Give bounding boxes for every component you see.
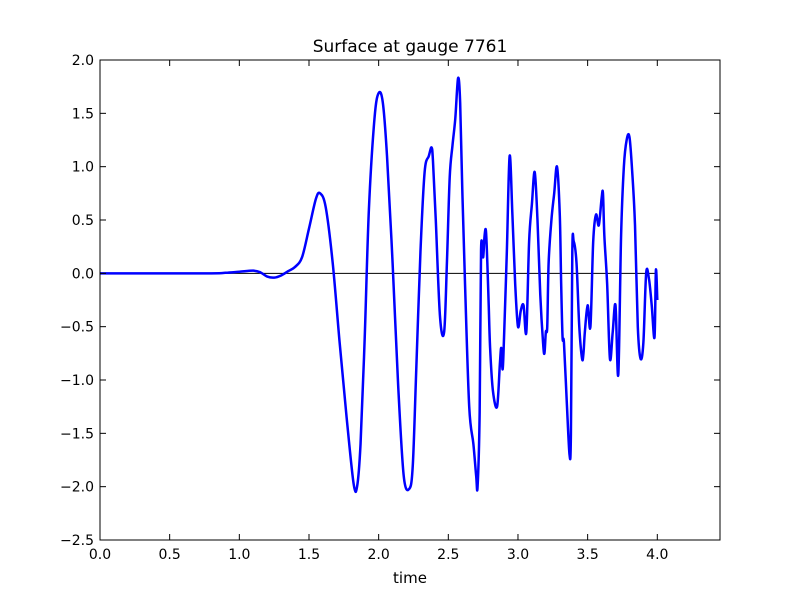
y-tick-label: −1.0 (60, 373, 94, 389)
series-line-0 (99, 76, 659, 494)
x-tick-label: 2.0 (368, 547, 390, 563)
y-tick-label: 0.5 (72, 213, 94, 229)
chart-title: Surface at gauge 7761 (313, 37, 508, 57)
x-tick-label: 1.5 (298, 547, 320, 563)
y-tick-label: −1.5 (60, 426, 94, 442)
series-layer (99, 76, 659, 494)
y-tick-label: −0.5 (60, 320, 94, 336)
plot-area-frame (99, 59, 721, 541)
x-tick-label: 3.0 (507, 547, 529, 563)
x-tick-label: 0.0 (89, 547, 111, 563)
x-tick-label: 4.0 (646, 547, 668, 563)
y-tick-label: 2.0 (72, 53, 94, 69)
x-tick-label: 2.5 (437, 547, 459, 563)
y-tick-label: 1.0 (72, 160, 94, 176)
x-tick-label: 0.5 (159, 547, 181, 563)
y-tick-label: 1.5 (72, 106, 94, 122)
x-tick-label: 1.0 (228, 547, 250, 563)
y-tick-label: −2.0 (60, 480, 94, 496)
y-tick-label: −2.5 (60, 533, 94, 549)
y-tick-label: 0.0 (72, 266, 94, 282)
x-tick-label: 3.5 (577, 547, 599, 563)
ticks-layer: 0.0 0.5 1.0 1.5 2.0 2.5 3.0 3.5 4.0 −2.5 −2.0 −1.5 −… (60, 53, 720, 563)
x-axis-label: time (393, 569, 427, 587)
